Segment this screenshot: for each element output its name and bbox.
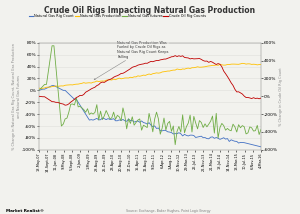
Y-axis label: % Change in Crude Oil Rig Count: % Change in Crude Oil Rig Count <box>279 67 283 126</box>
Text: Crude Oil Rigs Impacting Natural Gas Production: Crude Oil Rigs Impacting Natural Gas Pro… <box>44 6 256 15</box>
Y-axis label: % Change in Natural Gas Rig Count, Natural Gas Production
and Natural Gas Future: % Change in Natural Gas Rig Count, Natur… <box>12 43 21 150</box>
Legend: Natural Gas Rig Count, Natural Gas Production, Natural Gas futures, Crude Oil Ri: Natural Gas Rig Count, Natural Gas Produ… <box>27 12 207 19</box>
Text: Natural Gas Production Was
Fueled by Crude Oil Rigs as
Natural Gas Rig Count Kee: Natural Gas Production Was Fueled by Cru… <box>94 41 169 80</box>
Text: Source: Exchange, Baker Hughes, Point Logic Energy: Source: Exchange, Baker Hughes, Point Lo… <box>126 209 211 213</box>
Text: Market Realist®: Market Realist® <box>6 209 44 213</box>
